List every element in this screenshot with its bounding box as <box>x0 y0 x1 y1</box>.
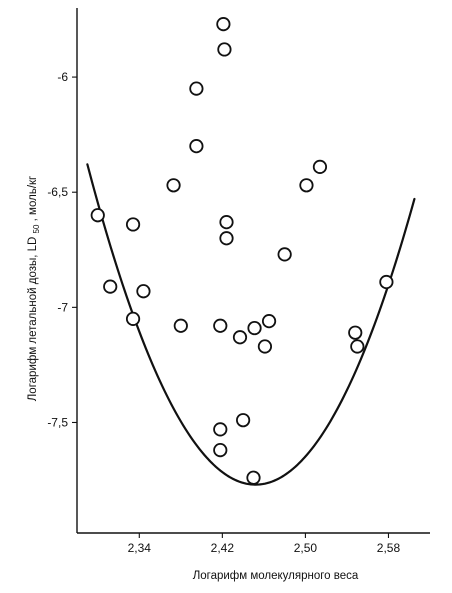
data-point <box>213 422 228 437</box>
x-tick-label: 2,34 <box>128 541 152 555</box>
data-point <box>125 217 141 232</box>
y-tick-label: -6 <box>57 70 68 84</box>
data-point <box>350 339 365 354</box>
axes-group <box>76 8 430 534</box>
x-tick-label: 2,58 <box>377 541 401 555</box>
y-axis-title-subscript: 50 <box>32 224 41 233</box>
data-point <box>189 139 204 154</box>
data-point <box>216 17 231 32</box>
x-axis-title: Логарифм молекулярного веса <box>193 570 359 582</box>
data-point <box>277 247 292 262</box>
data-point <box>219 231 234 246</box>
data-point <box>261 314 277 329</box>
data-point <box>232 330 248 345</box>
data-point <box>219 215 234 230</box>
data-point <box>236 413 251 428</box>
y-ticks: -6 -6,5 -7 -7,5 <box>47 70 77 429</box>
data-point <box>103 279 118 294</box>
y-tick-label: -7,5 <box>47 415 68 429</box>
data-points <box>90 17 394 485</box>
data-point <box>312 159 328 174</box>
y-axis-title-main: Логарифм летальной дозы, LD <box>27 237 39 402</box>
data-point <box>213 443 228 458</box>
x-tick-label: 2,42 <box>211 541 235 555</box>
data-point <box>348 325 363 340</box>
boundary-curve <box>86 163 416 486</box>
data-point <box>257 339 273 354</box>
x-tick-label: 2,50 <box>294 541 318 555</box>
data-point <box>90 208 105 223</box>
data-point <box>246 470 261 485</box>
y-axis-title-tail: , моль/кг <box>27 176 39 222</box>
data-point <box>217 42 232 57</box>
data-point <box>173 318 188 333</box>
data-point <box>299 178 314 193</box>
y-tick-label: -7 <box>57 300 68 314</box>
data-point <box>125 311 141 326</box>
y-axis-title: Логарифм летальной дозы, LD 50 , моль/кг <box>27 176 42 401</box>
data-point <box>136 284 151 299</box>
x-ticks: 2,34 2,42 2,50 2,58 <box>128 533 401 555</box>
data-point <box>189 81 204 96</box>
data-point <box>379 274 394 290</box>
data-point <box>213 318 228 333</box>
data-point <box>166 178 181 193</box>
data-point <box>247 320 262 336</box>
y-tick-label: -6,5 <box>47 185 68 199</box>
